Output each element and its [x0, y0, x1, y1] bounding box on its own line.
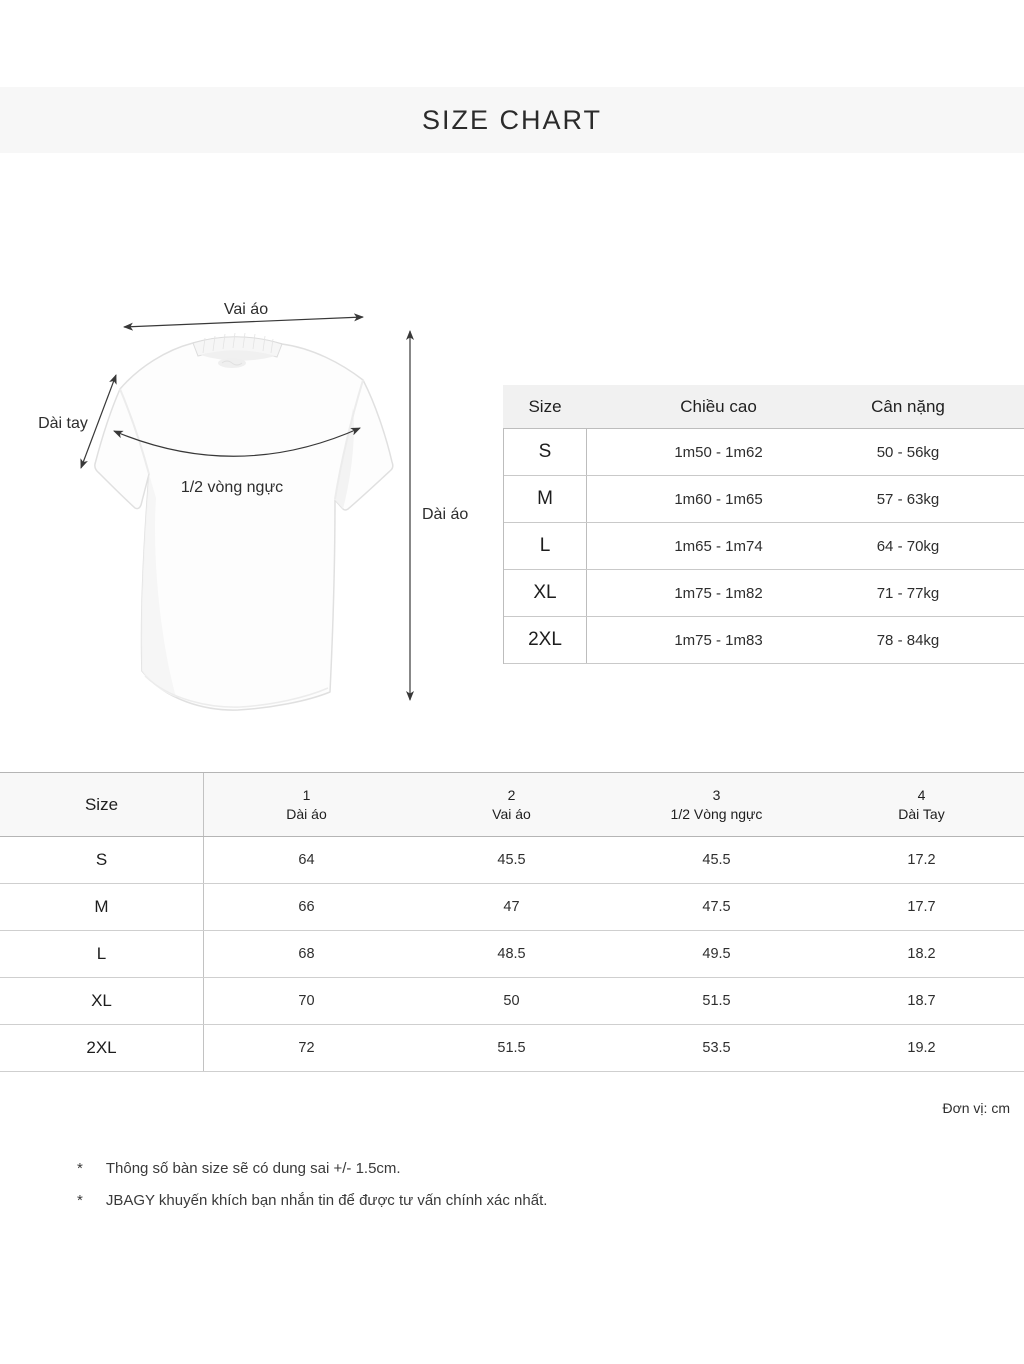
weight-cell: 57 - 63kg — [876, 490, 940, 508]
value-cell: 72 — [298, 1040, 315, 1056]
table-row: M 66 47 47.5 17.7 — [0, 884, 1024, 931]
table-row: 2XL 72 51.5 53.5 19.2 — [0, 1025, 1024, 1072]
column-header-weight: Cân nặng — [871, 396, 945, 416]
measurement-table: Size 1 Dài áo 2 Vai áo 3 1/2 Vòng ngực 4… — [0, 772, 1024, 1072]
value-cell: 70 — [298, 993, 315, 1009]
column-label: Dài Tay — [898, 806, 945, 822]
weight-cell: 71 - 77kg — [876, 584, 940, 602]
height-cell: 1m60 - 1m65 — [674, 490, 763, 508]
note-tolerance: * Thông số bàn size sẽ có dung sai +/- 1… — [77, 1160, 547, 1177]
height-weight-table-body: S 1m50 - 1m62 50 - 56kg M 1m60 - 1m65 57… — [503, 428, 1024, 664]
height-cell: 1m65 - 1m74 — [674, 537, 763, 555]
half-chest-arrow — [113, 427, 361, 457]
note-advice: * JBAGY khuyến khích bạn nhắn tin để đượ… — [77, 1192, 547, 1209]
column-header-size: Size — [528, 396, 562, 416]
weight-cell: 64 - 70kg — [876, 537, 940, 555]
height-weight-table: Size Chiều cao Cân nặng S 1m50 - 1m62 50… — [503, 385, 1024, 664]
value-cell: 18.2 — [907, 946, 936, 962]
table-row: S 1m50 - 1m62 50 - 56kg — [504, 429, 1024, 476]
half-chest-label: 1/2 vòng ngực — [181, 479, 283, 496]
value-cell: 51.5 — [497, 1040, 526, 1056]
value-cell: 17.7 — [907, 899, 936, 915]
size-cell: XL — [0, 978, 204, 1024]
unit-note: Đơn vị: cm — [942, 1100, 1010, 1116]
tshirt-measurement-diagram: Vai áo Dài tay 1/2 vòng ngực Dài áo — [38, 301, 468, 711]
table-row: L 1m65 - 1m74 64 - 70kg — [504, 523, 1024, 570]
size-cell: XL — [504, 570, 587, 616]
column-header-sleeve: 4 Dài Tay — [819, 773, 1024, 836]
value-cell: 48.5 — [497, 946, 526, 962]
column-number: 4 — [917, 787, 926, 803]
column-header-size: Size — [0, 773, 204, 836]
column-label: Dài áo — [286, 806, 327, 822]
value-cell: 47.5 — [702, 899, 731, 915]
asterisk: * — [77, 1192, 83, 1209]
shirt-length-label: Dài áo — [422, 506, 468, 523]
measurement-table-header: Size 1 Dài áo 2 Vai áo 3 1/2 Vòng ngực 4… — [0, 773, 1024, 837]
size-cell: L — [504, 523, 587, 569]
table-row: L 68 48.5 49.5 18.2 — [0, 931, 1024, 978]
weight-cell: 50 - 56kg — [876, 443, 940, 461]
column-header-half-chest: 3 1/2 Vòng ngực — [614, 773, 819, 836]
column-header-shoulder: 2 Vai áo — [409, 773, 614, 836]
height-cell: 1m50 - 1m62 — [674, 443, 763, 461]
value-cell: 47 — [503, 899, 520, 915]
column-number: 2 — [507, 787, 516, 803]
column-label: Vai áo — [492, 806, 531, 822]
column-number: 3 — [712, 787, 721, 803]
table-row: M 1m60 - 1m65 57 - 63kg — [504, 476, 1024, 523]
column-number: 1 — [302, 787, 311, 803]
size-cell: L — [0, 931, 204, 977]
size-cell: S — [504, 429, 587, 475]
size-cell: M — [0, 884, 204, 930]
column-header-height: Chiều cao — [680, 396, 757, 416]
table-row: 2XL 1m75 - 1m83 78 - 84kg — [504, 617, 1024, 664]
value-cell: 66 — [298, 899, 315, 915]
notes: * Thông số bàn size sẽ có dung sai +/- 1… — [77, 1160, 547, 1224]
height-weight-table-header: Size Chiều cao Cân nặng — [503, 385, 1024, 428]
title-band: SIZE CHART — [0, 87, 1024, 153]
value-cell: 19.2 — [907, 1040, 936, 1056]
sleeve-length-arrow — [80, 374, 117, 469]
asterisk: * — [77, 1160, 83, 1177]
value-cell: 18.7 — [907, 993, 936, 1009]
table-row: XL 1m75 - 1m82 71 - 77kg — [504, 570, 1024, 617]
value-cell: 45.5 — [497, 852, 526, 868]
page-title: SIZE CHART — [421, 104, 603, 135]
value-cell: 49.5 — [702, 946, 731, 962]
value-cell: 53.5 — [702, 1040, 731, 1056]
tshirt-illustration — [94, 332, 394, 711]
column-header-shirt-length: 1 Dài áo — [204, 773, 409, 836]
column-label: 1/2 Vòng ngực — [670, 806, 763, 822]
weight-cell: 78 - 84kg — [876, 631, 940, 649]
note-text: Thông số bàn size sẽ có dung sai +/- 1.5… — [105, 1160, 401, 1177]
value-cell: 50 — [503, 993, 520, 1009]
table-row: XL 70 50 51.5 18.7 — [0, 978, 1024, 1025]
value-cell: 45.5 — [702, 852, 731, 868]
value-cell: 68 — [298, 946, 315, 962]
value-cell: 17.2 — [907, 852, 936, 868]
value-cell: 64 — [298, 852, 315, 868]
size-cell: 2XL — [0, 1025, 204, 1071]
shoulder-width-arrow — [123, 313, 364, 331]
sleeve-length-label: Dài tay — [38, 415, 88, 432]
note-text: JBAGY khuyến khích bạn nhắn tin để được … — [105, 1192, 548, 1209]
value-cell: 51.5 — [702, 993, 731, 1009]
table-row: S 64 45.5 45.5 17.2 — [0, 837, 1024, 884]
size-cell: S — [0, 837, 204, 883]
size-cell: 2XL — [504, 617, 587, 663]
height-cell: 1m75 - 1m82 — [674, 584, 763, 602]
shoulder-width-label: Vai áo — [224, 301, 268, 318]
height-cell: 1m75 - 1m83 — [674, 631, 763, 649]
size-cell: M — [504, 476, 587, 522]
